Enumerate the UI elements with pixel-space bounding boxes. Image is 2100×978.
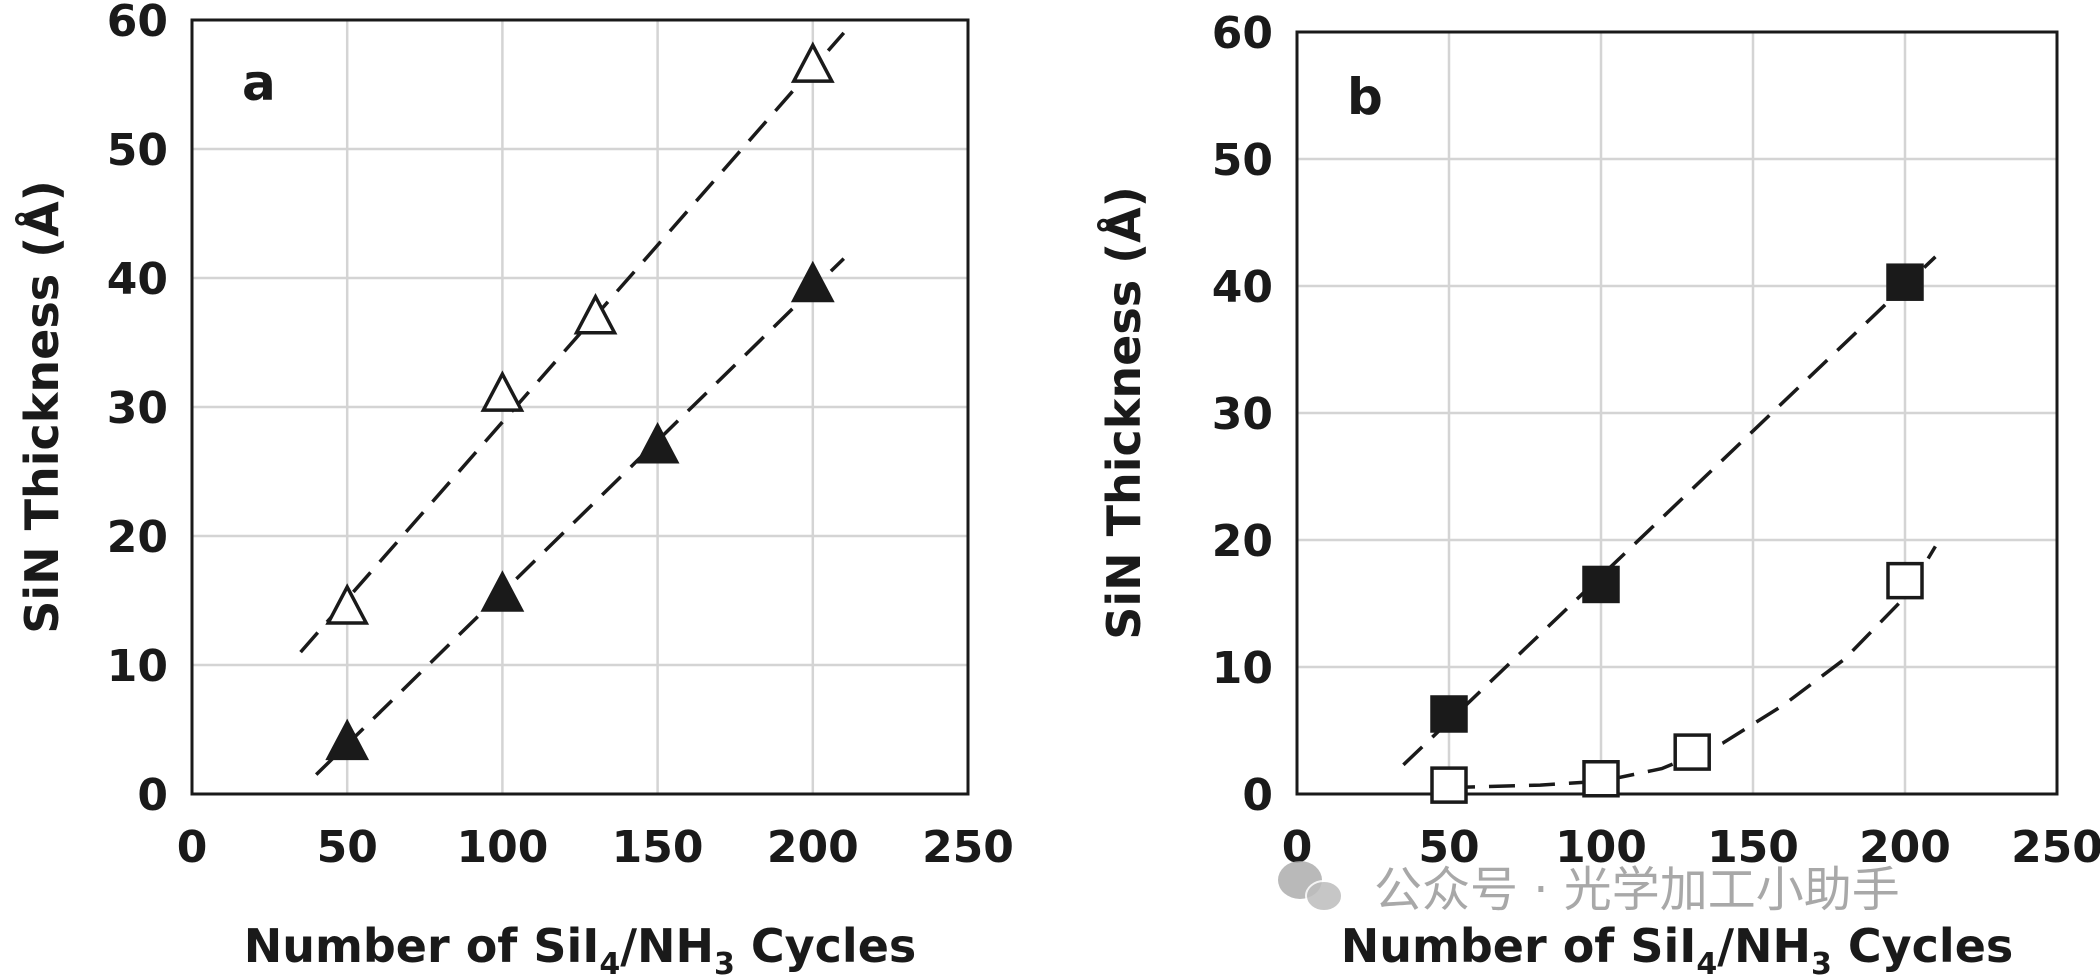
data-point-triangle-filled-3 (635, 421, 680, 464)
y-tick-label: 0 (1242, 770, 1273, 821)
data-point-triangle-open-1 (325, 583, 370, 625)
data-point-square-open-3 (1673, 733, 1711, 771)
x-tick-label: 50 (1418, 822, 1479, 873)
y-tick-label: 50 (1212, 135, 1273, 186)
data-point-triangle-filled-4 (790, 260, 835, 303)
y-tick-label: 30 (1212, 389, 1273, 440)
fit-line-series-1 (1402, 255, 1937, 767)
y-tick-label: 10 (1212, 643, 1273, 694)
data-point-square-open-1 (1430, 766, 1468, 804)
x-axis-title: Number of SiI4/NH3 Cycles (1341, 919, 2014, 978)
y-tick-label: 10 (107, 641, 168, 692)
y-tick-label: 0 (137, 770, 168, 821)
data-point-square-open-2 (1582, 760, 1620, 798)
y-axis-title: SiN Thickness (Å) (15, 180, 69, 634)
data-point-triangle-filled-2 (480, 570, 525, 612)
y-axis-title: SiN Thickness (Å) (1097, 186, 1151, 640)
data-point-square-filled-1 (1430, 695, 1468, 733)
x-axis-title: Number of SiI4/NH3 Cycles (244, 919, 917, 978)
x-tick-label: 200 (1859, 822, 1951, 873)
watermark: 公众号 · 光学加工小助手 (1278, 861, 1900, 918)
x-tick-label: 150 (612, 822, 704, 873)
panel-label: b (1347, 68, 1383, 126)
x-tick-label: 250 (2011, 822, 2100, 873)
x-tick-label: 150 (1707, 822, 1799, 873)
fit-line-series-2 (314, 257, 846, 776)
y-tick-label: 20 (107, 512, 168, 563)
x-tick-label: 0 (177, 822, 208, 873)
wechat-icon (1278, 861, 1343, 912)
data-point-triangle-open-4 (790, 41, 835, 83)
y-tick-label: 60 (1212, 8, 1273, 59)
x-tick-label: 200 (767, 822, 859, 873)
y-tick-label: 40 (1212, 262, 1273, 313)
data-point-triangle-open-2 (480, 370, 525, 412)
x-tick-label: 250 (922, 822, 1014, 873)
x-tick-label: 100 (1555, 822, 1647, 873)
panel-label: a (242, 54, 276, 112)
data-point-square-filled-3 (1886, 263, 1924, 301)
x-tick-label: 50 (317, 822, 378, 873)
chart-panel-a: 0 50 100 150 200 250 0 10 20 30 40 50 60 SiN Thicknes… (15, 0, 1014, 978)
y-tick-label: 20 (1212, 516, 1273, 567)
watermark-text: 公众号 · 光学加工小助手 (1374, 862, 1900, 918)
data-point-square-filled-2 (1582, 565, 1620, 604)
y-tick-label: 30 (107, 383, 168, 434)
y-tick-label: 50 (107, 125, 168, 176)
fit-line-series-2 (1448, 545, 1937, 790)
wechat-bubble-small (1305, 880, 1343, 912)
y-tick-label: 60 (107, 0, 168, 47)
y-tick-label: 40 (107, 254, 168, 305)
data-point-triangle-filled-1 (325, 718, 370, 761)
data-point-triangle-open-3 (573, 292, 618, 335)
fit-line-series-1 (299, 31, 846, 654)
x-tick-label: 100 (456, 822, 548, 873)
data-point-square-open-4 (1886, 561, 1924, 600)
